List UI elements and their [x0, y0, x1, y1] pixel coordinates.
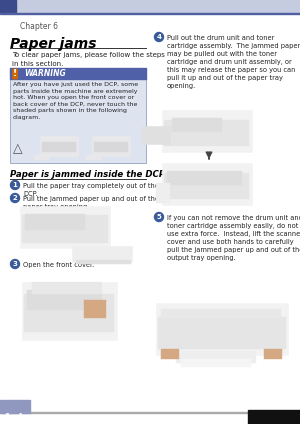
Text: △: △: [13, 142, 22, 155]
Bar: [27, 290, 102, 310]
Text: Chapter 6: Chapter 6: [20, 22, 58, 31]
Text: Open the front cover.: Open the front cover.: [23, 262, 94, 268]
Bar: [167, 171, 242, 185]
Bar: [172, 118, 222, 132]
Bar: [161, 309, 281, 319]
Bar: [164, 120, 249, 146]
Circle shape: [154, 33, 164, 42]
Text: Pull the paper tray completely out of the
DCP.: Pull the paper tray completely out of th…: [23, 183, 159, 197]
Text: If you can not remove the drum unit and
toner cartridge assembly easily, do not
: If you can not remove the drum unit and …: [167, 215, 300, 261]
Text: WARNING: WARNING: [24, 70, 66, 78]
Bar: [40, 136, 78, 156]
Text: Pull out the drum unit and toner
cartridge assembly.  The jammed paper
may be pu: Pull out the drum unit and toner cartrid…: [167, 35, 300, 89]
Circle shape: [11, 193, 20, 203]
Text: Pull the jammed paper up and out of the
paper tray opening.: Pull the jammed paper up and out of the …: [23, 196, 159, 210]
Bar: [0, 400, 30, 413]
Bar: [248, 410, 300, 424]
Bar: [94, 142, 128, 152]
Text: 5: 5: [157, 214, 161, 220]
Bar: [0, 0, 16, 13]
Bar: [161, 349, 179, 359]
Bar: [25, 214, 85, 230]
Bar: [264, 349, 282, 359]
Text: 6 - 4: 6 - 4: [5, 413, 22, 419]
Bar: [0, 0, 300, 13]
Text: 4: 4: [157, 34, 161, 40]
Bar: [181, 359, 251, 367]
Bar: [156, 303, 288, 355]
Bar: [22, 215, 108, 243]
Bar: [72, 246, 132, 262]
Bar: [176, 351, 256, 363]
Bar: [22, 282, 117, 340]
Bar: [142, 126, 170, 144]
Bar: [10, 68, 146, 79]
Text: 3: 3: [13, 261, 17, 267]
Bar: [32, 282, 102, 294]
Bar: [86, 155, 101, 160]
Bar: [156, 183, 170, 203]
Circle shape: [154, 212, 164, 221]
Bar: [92, 136, 130, 156]
Bar: [76, 260, 131, 264]
Text: Paper is jammed inside the DCP: Paper is jammed inside the DCP: [10, 170, 165, 179]
Bar: [164, 173, 249, 199]
Text: 1: 1: [13, 182, 17, 188]
Bar: [0, 412, 300, 413]
Bar: [24, 294, 114, 332]
Bar: [20, 206, 110, 248]
Circle shape: [11, 259, 20, 268]
Bar: [34, 155, 49, 160]
Bar: [84, 300, 106, 318]
Bar: [0, 12, 300, 14]
Text: To clear paper jams, please follow the steps
in this section.: To clear paper jams, please follow the s…: [12, 52, 165, 67]
Circle shape: [11, 181, 20, 190]
Bar: [162, 163, 252, 205]
Bar: [158, 317, 286, 349]
Text: 2: 2: [13, 195, 17, 201]
Bar: [42, 142, 76, 152]
FancyBboxPatch shape: [10, 68, 146, 163]
Text: Paper jams: Paper jams: [10, 37, 97, 51]
Text: !: !: [13, 70, 17, 78]
Bar: [162, 110, 252, 152]
Text: After you have just used the DCP, some
parts inside the machine are extremely
ho: After you have just used the DCP, some p…: [13, 82, 138, 120]
